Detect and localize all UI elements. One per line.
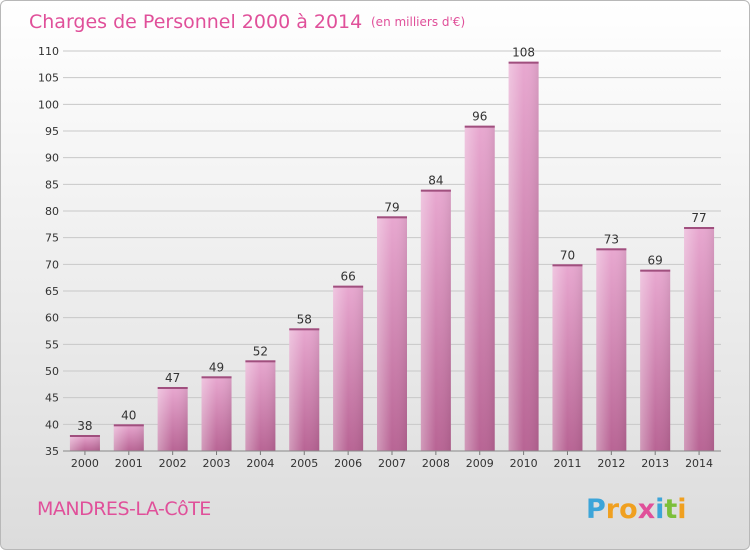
x-tick-label: 2004 [246, 457, 274, 470]
y-tick-label: 100 [38, 98, 59, 111]
bar-shading [201, 376, 232, 451]
y-tick-label: 60 [45, 312, 59, 325]
x-tick-label: 2011 [553, 457, 581, 470]
y-tick-label: 65 [45, 285, 59, 298]
value-label: 49 [209, 360, 224, 374]
value-label: 47 [165, 371, 180, 385]
y-tick-label: 105 [38, 72, 59, 85]
proxiti-logo: Proxiti [586, 494, 687, 525]
x-tick-label: 2006 [334, 457, 362, 470]
bar-shading [508, 61, 539, 452]
x-tick-label: 2003 [203, 457, 231, 470]
value-label: 96 [472, 110, 487, 124]
x-tick-label: 2000 [71, 457, 99, 470]
bar-shading [377, 216, 407, 451]
value-label: 70 [560, 248, 575, 262]
bar-shading [333, 285, 364, 451]
x-tick-label: 2005 [290, 457, 318, 470]
logo-letter: x [638, 494, 655, 525]
value-label: 84 [428, 174, 443, 188]
value-label: 66 [340, 270, 355, 284]
y-tick-label: 90 [45, 152, 59, 165]
bar-top-edge [552, 264, 583, 267]
bar-top-edge [596, 248, 627, 251]
bar-top-edge [464, 125, 495, 128]
bar-shading [245, 360, 276, 451]
bar-top-edge [289, 328, 320, 331]
bar-top-edge [640, 269, 671, 272]
logo-letter: r [606, 494, 620, 525]
value-label: 40 [121, 408, 136, 422]
logo-letter: i [677, 494, 686, 525]
value-label: 38 [77, 419, 92, 433]
bar-top-edge [377, 216, 407, 219]
bar-shading [596, 248, 627, 451]
bar-top-edge [245, 360, 276, 363]
value-label: 69 [648, 254, 663, 268]
x-tick-label: 2013 [641, 457, 669, 470]
y-tick-label: 45 [45, 392, 59, 405]
y-tick-label: 70 [45, 258, 59, 271]
x-tick-label: 2007 [378, 457, 406, 470]
bar-shading [420, 189, 451, 451]
chart-subtitle: (en milliers d'€) [371, 15, 465, 29]
x-tick-label: 2014 [685, 457, 713, 470]
y-tick-label: 40 [45, 418, 59, 431]
x-tick-label: 2010 [510, 457, 538, 470]
y-tick-label: 85 [45, 178, 59, 191]
bar-top-edge [333, 285, 364, 288]
value-labels: 38 40 47 49 52 58 66 79 84 96 108 70 73 69 77 [77, 46, 706, 433]
y-tick-label: 55 [45, 338, 59, 351]
bar-shading [552, 264, 583, 451]
x-axis-ticks: 2000 2001 2002 2003 2004 2005 2006 2007 2008 2009… [71, 451, 713, 470]
logo-letter: o [619, 494, 638, 525]
chart-title: Charges de Personnel 2000 à 2014 [29, 11, 362, 33]
value-label: 108 [512, 46, 535, 60]
x-tick-label: 2002 [159, 457, 187, 470]
bar-top-edge [201, 376, 232, 379]
value-label: 73 [604, 232, 619, 246]
x-tick-label: 2009 [466, 457, 494, 470]
bars [69, 61, 715, 452]
x-tick-label: 2008 [422, 457, 450, 470]
y-tick-label: 50 [45, 365, 59, 378]
bar-top-edge [684, 227, 715, 229]
bar-top-edge [113, 424, 144, 427]
logo-letter: i [655, 494, 664, 525]
logo-letter: P [586, 494, 606, 525]
bar-top-edge [508, 61, 539, 64]
bar-shading [684, 227, 715, 451]
y-axis-ticks: 35 40 45 50 55 60 65 70 75 80 85 90 95 100 105 110 [38, 45, 59, 458]
y-tick-label: 75 [45, 232, 59, 245]
x-tick-label: 2012 [597, 457, 625, 470]
logo-letter: t [664, 494, 677, 525]
value-label: 58 [297, 312, 312, 326]
value-label: 79 [384, 200, 399, 214]
y-tick-label: 95 [45, 125, 59, 138]
bar-shading [157, 387, 188, 451]
bar-shading [69, 435, 100, 451]
value-label: 52 [253, 344, 268, 358]
commune-name: MANDRES-LA-CôTE [37, 498, 211, 520]
y-tick-label: 80 [45, 205, 59, 218]
bar-top-edge [69, 435, 100, 437]
bar-top-edge [420, 189, 451, 192]
y-tick-label: 110 [38, 45, 59, 58]
y-tick-label: 35 [45, 445, 59, 458]
bar-shading [464, 125, 495, 452]
x-tick-label: 2001 [115, 457, 143, 470]
bar-shading [113, 424, 144, 451]
bar-top-edge [157, 387, 188, 389]
value-label: 77 [691, 211, 706, 225]
bar-shading [640, 269, 671, 451]
bar-shading [289, 328, 320, 451]
